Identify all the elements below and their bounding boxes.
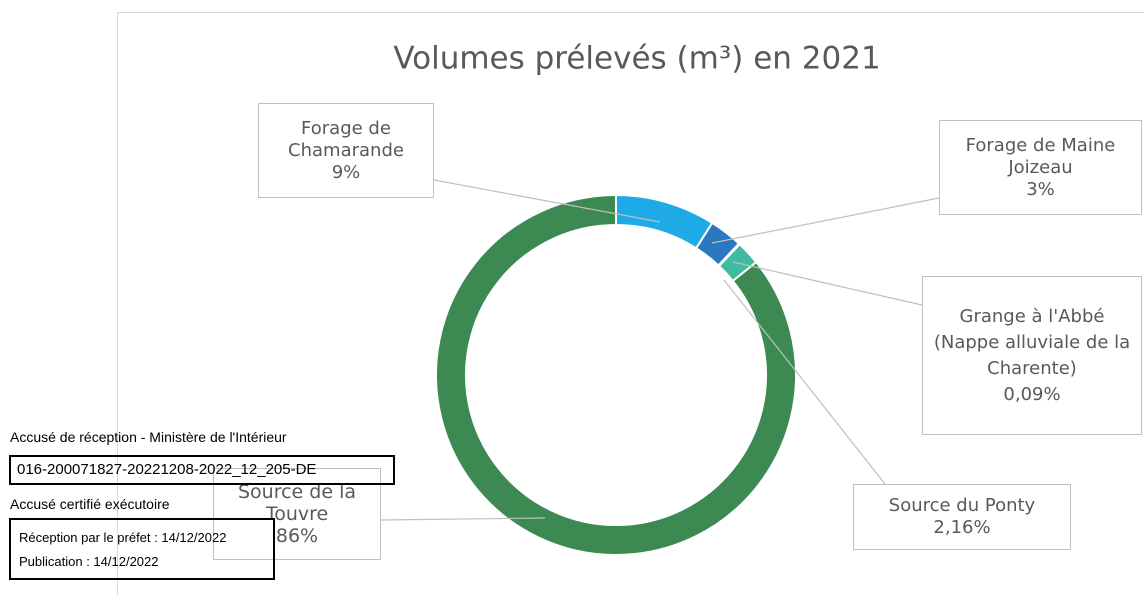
label-value: 3% <box>1026 178 1055 200</box>
stamp-reception: Réception par le préfet : 14/12/2022 <box>19 530 227 545</box>
donut-slice <box>435 193 797 556</box>
leader-line <box>711 197 940 244</box>
leaders <box>380 179 940 521</box>
stamp-publication: Publication : 14/12/2022 <box>19 554 159 569</box>
donut-slice <box>615 193 714 250</box>
label-value: 86% <box>275 525 319 547</box>
leader-line <box>433 179 661 223</box>
label-name: Source du Ponty <box>888 495 1036 516</box>
label-name: Source de la Touvre <box>237 481 356 525</box>
label-value: 2,16% <box>933 517 991 538</box>
stamp-certified: Accusé certifié exécutoire <box>10 496 170 512</box>
data-label: Forage de Chamarande 9% <box>258 103 434 198</box>
leader-line <box>732 261 923 306</box>
label-value: 0,09% <box>1003 383 1061 405</box>
data-label: Forage de Maine Joizeau 3% <box>939 120 1142 215</box>
label-name: Grange à l'Abbé (Nappe alluviale de la C… <box>933 305 1131 379</box>
stamp-id: 016-200071827-20221208-2022_12_205-DE <box>9 455 395 485</box>
leader-line <box>380 517 546 521</box>
data-label: Grange à l'Abbé (Nappe alluviale de la C… <box>922 276 1142 435</box>
label-name: Forage de Maine Joizeau <box>965 134 1116 178</box>
label-value: 9% <box>331 161 361 183</box>
label-name: Forage de Chamarande <box>288 117 404 161</box>
stamp-dates: Réception par le préfet : 14/12/2022 Publ… <box>9 518 275 580</box>
leader-line <box>723 279 886 485</box>
chart-title: Volumes prélevés (m³) en 2021 <box>393 41 880 77</box>
data-label: Source du Ponty 2,16% <box>853 484 1071 550</box>
chart-frame <box>117 12 1144 595</box>
stamp-heading: Accusé de réception - Ministère de l'Int… <box>10 429 287 445</box>
